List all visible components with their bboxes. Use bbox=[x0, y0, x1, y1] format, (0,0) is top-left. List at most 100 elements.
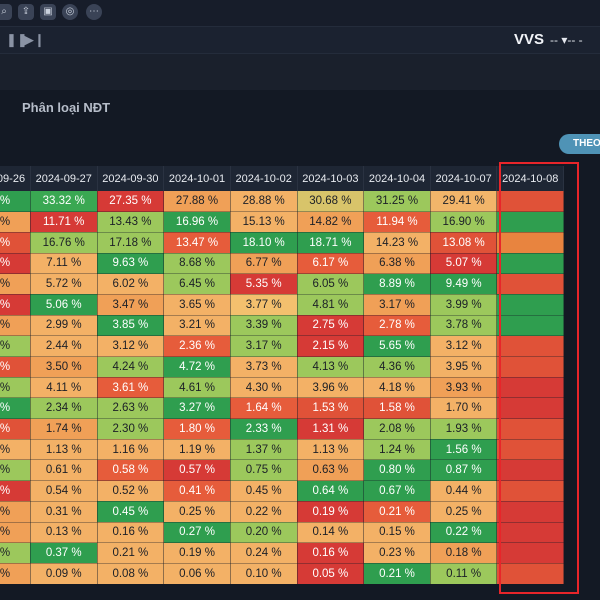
heat-cell: 1.37 % bbox=[230, 439, 298, 461]
heat-cell: 30 % bbox=[0, 501, 31, 523]
target-icon[interactable]: ◎ bbox=[62, 4, 78, 20]
heat-cell bbox=[496, 522, 564, 544]
heat-cell: 3.65 % bbox=[163, 294, 231, 316]
date-header[interactable]: 2024-10-02 bbox=[230, 166, 298, 191]
heat-cell bbox=[496, 377, 564, 399]
heat-cell: 88 % bbox=[0, 418, 31, 440]
table-row: 14 %7.11 %9.63 %8.68 %6.77 %6.17 %6.38 %… bbox=[0, 253, 564, 275]
heat-cell: 27.88 % bbox=[163, 191, 231, 213]
date-header[interactable]: 2024-10-07 bbox=[430, 166, 498, 191]
heat-cell: 5.07 % bbox=[430, 253, 498, 275]
table-row: 94 %11.71 %13.43 %16.96 %15.13 %14.82 %1… bbox=[0, 211, 564, 233]
heat-cell: 0.18 % bbox=[430, 542, 498, 564]
heat-cell: 0.25 % bbox=[430, 501, 498, 523]
heat-cell: 5.72 % bbox=[30, 273, 98, 295]
heat-cell: 3.12 % bbox=[97, 335, 165, 357]
heat-cell: 1.31 % bbox=[297, 418, 365, 440]
heat-cell bbox=[496, 253, 564, 275]
heat-cell: 25 % bbox=[0, 542, 31, 564]
heat-cell bbox=[496, 191, 564, 213]
heat-cell: 1.64 % bbox=[230, 397, 298, 420]
date-header[interactable]: 2024-10-08 bbox=[496, 166, 564, 191]
pause-icon[interactable]: ❚❚ bbox=[6, 32, 28, 47]
ticker-symbol[interactable]: VVS bbox=[514, 31, 545, 48]
heat-cell: 16.90 % bbox=[430, 211, 498, 233]
skip-end-icon[interactable]: ▶❙ bbox=[24, 32, 45, 47]
search-icon[interactable]: ⌕ bbox=[0, 4, 12, 20]
table-row: 10 %1.13 %1.16 %1.19 %1.37 %1.13 %1.24 %… bbox=[0, 439, 564, 461]
table-row: 75 %0.61 %0.58 %0.57 %0.75 %0.63 %0.80 %… bbox=[0, 459, 564, 482]
heat-cell: 1.24 % bbox=[363, 439, 431, 461]
layout-icon[interactable]: ▣ bbox=[40, 4, 56, 20]
heat-cell: 4.30 % bbox=[230, 377, 298, 399]
heat-cell: 1.16 % bbox=[97, 439, 165, 461]
view-toggle-button[interactable]: THEO bbox=[559, 134, 600, 154]
heat-cell: 0.25 % bbox=[163, 501, 231, 523]
heat-cell: 7.11 % bbox=[30, 253, 98, 275]
heat-cell bbox=[496, 459, 564, 482]
heat-cell: 3.17 % bbox=[363, 294, 431, 316]
date-header[interactable]: 2024-09-30 bbox=[97, 166, 165, 191]
heat-cell: 14.23 % bbox=[363, 232, 431, 254]
heat-cell: 0.16 % bbox=[297, 542, 365, 564]
heat-cell bbox=[496, 418, 564, 440]
heat-cell: 5.65 % bbox=[363, 335, 431, 357]
heat-cell: 4.36 % bbox=[363, 356, 431, 378]
heat-cell: 4.81 % bbox=[297, 294, 365, 316]
heat-cell: 0.45 % bbox=[97, 501, 165, 523]
heat-cell: 86 % bbox=[0, 356, 31, 378]
heat-cell: 3.95 % bbox=[430, 356, 498, 378]
heatmap-container: 2024-09-262024-09-272024-09-302024-10-01… bbox=[0, 166, 600, 600]
heat-cell: 87 % bbox=[0, 294, 31, 316]
heat-cell: 33.32 % bbox=[30, 191, 98, 213]
date-header[interactable]: 2024-09-26 bbox=[0, 166, 31, 191]
heat-cell: 16.96 % bbox=[163, 211, 231, 233]
heat-cell: 0.20 % bbox=[230, 522, 298, 544]
heat-cell: 0.23 % bbox=[363, 542, 431, 564]
heat-cell: 0.54 % bbox=[30, 480, 98, 502]
heat-cell: 1.19 % bbox=[163, 439, 231, 461]
control-bar: ❚❚ ▶❙ VVS -- ▾-- - bbox=[0, 26, 600, 54]
table-row: 25 %0.37 %0.21 %0.19 %0.24 %0.16 %0.23 %… bbox=[0, 542, 564, 564]
date-header[interactable]: 2024-10-01 bbox=[163, 166, 231, 191]
heat-cell: 3.96 % bbox=[297, 377, 365, 399]
heat-cell: 1.93 % bbox=[430, 418, 498, 440]
heat-cell: 1.70 % bbox=[430, 397, 498, 420]
heat-cell: 2.36 % bbox=[163, 335, 231, 357]
share-icon[interactable]: ⇪ bbox=[18, 4, 34, 20]
heat-cell: 94 % bbox=[0, 211, 31, 233]
heat-cell bbox=[496, 273, 564, 295]
heat-cell bbox=[496, 480, 564, 502]
heatmap-header-row: 2024-09-262024-09-272024-09-302024-10-01… bbox=[0, 166, 564, 191]
heat-cell bbox=[496, 501, 564, 523]
heat-cell: 75 % bbox=[0, 377, 31, 399]
heat-cell: 1.56 % bbox=[430, 439, 498, 461]
heat-cell: 0.05 % bbox=[297, 563, 365, 585]
heat-cell: 6.45 % bbox=[163, 273, 231, 295]
tab-investor-classification[interactable]: Phân loại NĐT bbox=[22, 100, 111, 115]
ticker-selector[interactable]: -- ▾-- - bbox=[550, 33, 583, 47]
heat-cell: 66 % bbox=[0, 191, 31, 213]
heat-cell: 8.68 % bbox=[163, 253, 231, 275]
date-header[interactable]: 2024-09-27 bbox=[30, 166, 98, 191]
heat-cell bbox=[496, 397, 564, 420]
heat-cell: 18.71 % bbox=[297, 232, 365, 254]
heat-cell: 0.21 % bbox=[97, 542, 165, 564]
date-header[interactable]: 2024-10-04 bbox=[363, 166, 431, 191]
heat-cell bbox=[496, 439, 564, 461]
heat-cell: 0.61 % bbox=[30, 459, 98, 482]
date-header[interactable]: 2024-10-03 bbox=[297, 166, 365, 191]
heat-cell: 6.77 % bbox=[230, 253, 298, 275]
heat-cell bbox=[496, 563, 564, 585]
heat-cell: 72 % bbox=[0, 273, 31, 295]
table-row: 86 %3.50 %4.24 %4.72 %3.73 %4.13 %4.36 %… bbox=[0, 356, 564, 378]
heat-cell: 2.78 % bbox=[363, 315, 431, 337]
heat-cell: 5.06 % bbox=[30, 294, 98, 316]
table-row: 75 %4.11 %3.61 %4.61 %4.30 %3.96 %4.18 %… bbox=[0, 377, 564, 399]
heat-cell: 2.15 % bbox=[297, 335, 365, 357]
heat-cell: 17.18 % bbox=[97, 232, 165, 254]
heat-cell: 2.99 % bbox=[30, 315, 98, 337]
heat-cell: 0.14 % bbox=[297, 522, 365, 544]
more-icon[interactable]: ⋯ bbox=[86, 4, 102, 20]
heat-cell: 6.17 % bbox=[297, 253, 365, 275]
